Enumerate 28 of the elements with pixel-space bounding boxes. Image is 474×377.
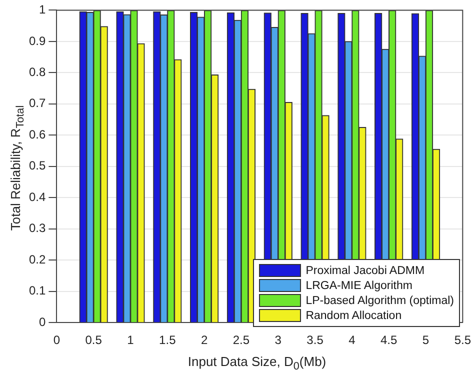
y-tick-label: 0.8 [28,64,46,79]
y-tick-label: 0 [38,314,46,329]
x-tick-label: 4 [348,333,356,348]
y-tick-label: 0.5 [28,158,46,173]
legend-label: LRGA-MIE Algorithm [306,280,412,292]
x-tick-label: 0.5 [85,333,102,348]
y-tick-label: 0.1 [28,284,46,298]
x-tick-label: 3.5 [306,333,324,348]
y-tick-label: 0.7 [28,96,46,110]
legend-label: Random Allocation [306,310,402,322]
x-tick-label: 2.5 [232,333,250,348]
legend-label: LP-based Algorithm (optimal) [306,294,454,306]
x-tick-label: 3 [274,333,282,348]
y-tick-label: 0.4 [28,190,46,204]
y-tick-label: 0.3 [28,221,46,236]
y-tick-label: 0.9 [28,34,46,48]
x-tick-label: 5.5 [454,333,472,348]
x-axis-title: Input Data Size, D$_{0}$(Mb) [186,354,328,373]
y-tick-label: 0.2 [28,252,46,266]
x-tick-label: 0 [53,333,60,348]
x-tick-label: 2 [200,333,208,348]
x-tick-label: 1.5 [159,333,176,348]
y-tick-label: 1 [38,2,46,17]
legend-label: Proximal Jacobi ADMM [306,264,425,276]
x-tick-label: 1 [127,333,134,348]
y-tick-label: 0.6 [28,127,46,142]
x-tick-label: 5 [422,333,430,348]
x-tick-label: 4.5 [380,333,398,348]
